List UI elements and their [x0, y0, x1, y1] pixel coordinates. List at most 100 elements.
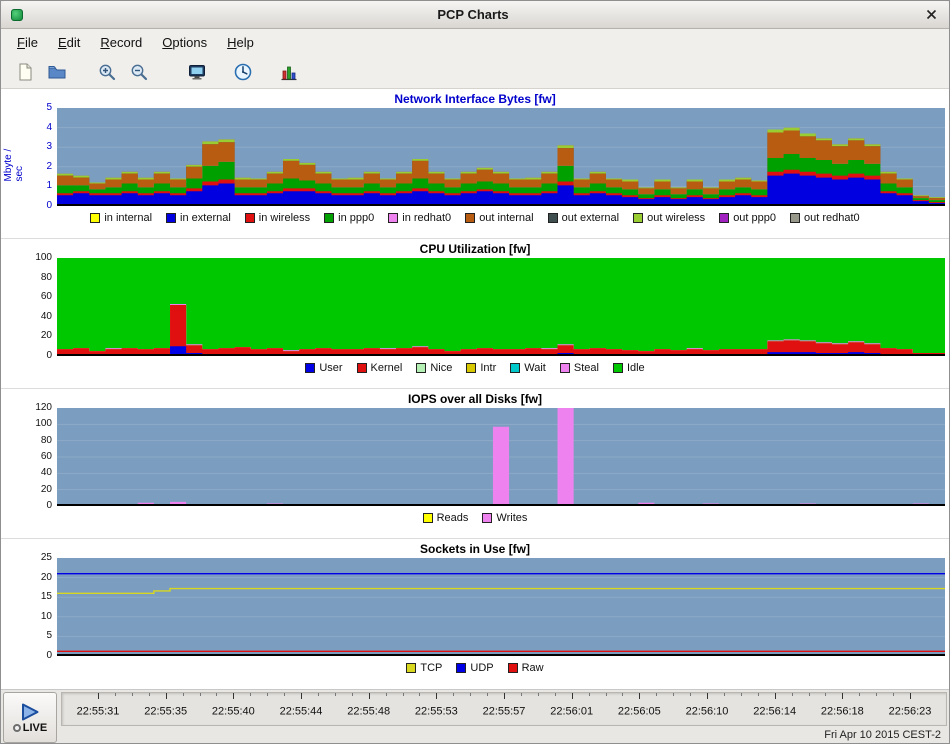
chart-title-sockets[interactable]: Sockets in Use [fw]: [1, 542, 949, 556]
legend-label: out redhat0: [804, 212, 860, 224]
legend-label: in ppp0: [338, 212, 374, 224]
add-tab-chart-button[interactable]: [273, 58, 305, 86]
cpu-chart-plot[interactable]: [57, 258, 945, 356]
legend-item: Reads: [423, 512, 469, 524]
time-label: 22:56:01: [550, 705, 593, 717]
time-minor-tick: [149, 693, 150, 696]
y-tick-label: 20: [41, 331, 52, 341]
time-label: 22:56:10: [686, 705, 729, 717]
legend-label: in wireless: [259, 212, 310, 224]
live-button[interactable]: LIVE: [3, 692, 57, 743]
time-area: 22:55:3122:55:3522:55:4022:55:4422:55:48…: [59, 690, 949, 744]
legend-swatch-icon: [456, 663, 466, 673]
y-tick-label: 100: [35, 253, 52, 263]
time-label: 22:56:05: [618, 705, 661, 717]
y-axis-label: Mbyte / sec: [3, 133, 25, 182]
y-tick-label: 10: [41, 612, 52, 622]
tool-bar: [1, 55, 949, 89]
menu-file[interactable]: File: [7, 31, 48, 54]
legend-item: Kernel: [357, 362, 403, 374]
legend-swatch-icon: [466, 363, 476, 373]
y-tick-label: 0: [46, 201, 52, 211]
time-minor-tick: [318, 693, 319, 696]
y-tick-label: 40: [41, 312, 52, 322]
legend-swatch-icon: [166, 213, 176, 223]
legend-item: in external: [166, 212, 231, 224]
time-minor-tick: [656, 693, 657, 696]
time-minor-tick: [758, 693, 759, 696]
time-minor-tick: [250, 693, 251, 696]
time-minor-tick: [183, 693, 184, 696]
y-tick-label: 60: [41, 292, 52, 302]
chart-title-network[interactable]: Network Interface Bytes [fw]: [1, 92, 949, 106]
time-tick: [166, 693, 167, 699]
time-minor-tick: [200, 693, 201, 696]
export-button[interactable]: [181, 58, 213, 86]
time-control-button[interactable]: [227, 58, 259, 86]
time-minor-tick: [115, 693, 116, 696]
iops-chart-plot[interactable]: [57, 408, 945, 506]
network-chart-plot[interactable]: [57, 108, 945, 206]
legend-swatch-icon: [245, 213, 255, 223]
menu-options[interactable]: Options: [152, 31, 217, 54]
legend-label: out internal: [479, 212, 533, 224]
zoom-out-icon: [129, 62, 149, 82]
y-axis-iops: 020406080100120: [1, 408, 57, 506]
new-chart-button[interactable]: [9, 58, 41, 86]
zoom-in-button[interactable]: [91, 58, 123, 86]
time-minor-tick: [893, 693, 894, 696]
time-label: 22:55:40: [212, 705, 255, 717]
time-tick: [504, 693, 505, 699]
chart-panel-network: Network Interface Bytes [fw] Mbyte / sec…: [1, 89, 949, 239]
y-tick-label: 80: [41, 273, 52, 283]
legend-item: in internal: [90, 212, 152, 224]
menu-record[interactable]: Record: [90, 31, 152, 54]
open-view-button[interactable]: [41, 58, 73, 86]
menu-help[interactable]: Help: [217, 31, 264, 54]
time-minor-tick: [538, 693, 539, 696]
charts-area: Network Interface Bytes [fw] Mbyte / sec…: [1, 89, 949, 689]
chart-title-cpu[interactable]: CPU Utilization [fw]: [1, 242, 949, 256]
legend-item: Nice: [416, 362, 452, 374]
legend-swatch-icon: [510, 363, 520, 373]
legend-item: Raw: [508, 662, 544, 674]
time-label: 22:55:35: [144, 705, 187, 717]
legend-label: in internal: [104, 212, 152, 224]
time-label: 22:55:31: [77, 705, 120, 717]
legend-swatch-icon: [548, 213, 558, 223]
time-minor-tick: [419, 693, 420, 696]
window-title: PCP Charts: [23, 7, 923, 22]
chart-title-iops[interactable]: IOPS over all Disks [fw]: [1, 392, 949, 406]
time-minor-tick: [589, 693, 590, 696]
zoom-out-button[interactable]: [123, 58, 155, 86]
legend-item: Intr: [466, 362, 496, 374]
time-tick: [775, 693, 776, 699]
y-tick-label: 40: [41, 468, 52, 478]
legend-item: out redhat0: [790, 212, 860, 224]
time-label: 22:55:44: [280, 705, 323, 717]
legend-swatch-icon: [416, 363, 426, 373]
time-minor-tick: [606, 693, 607, 696]
menu-edit[interactable]: Edit: [48, 31, 90, 54]
time-axis[interactable]: 22:55:3122:55:3522:55:4022:55:4422:55:48…: [61, 692, 947, 726]
y-tick-label: 0: [46, 351, 52, 361]
y-tick-label: 20: [41, 573, 52, 583]
close-button[interactable]: [923, 7, 939, 23]
legend-label: UDP: [470, 662, 493, 674]
legend-swatch-icon: [406, 663, 416, 673]
time-label: 22:55:57: [483, 705, 526, 717]
time-tick: [233, 693, 234, 699]
legend-item: out external: [548, 212, 619, 224]
legend-label: Kernel: [371, 362, 403, 374]
time-minor-tick: [216, 693, 217, 696]
legend-swatch-icon: [719, 213, 729, 223]
monitor-icon: [187, 62, 207, 82]
y-tick-label: 100: [35, 419, 52, 429]
sockets-chart-plot[interactable]: [57, 558, 945, 656]
legend-label: User: [319, 362, 342, 374]
new-chart-icon: [15, 62, 35, 82]
record-dot-icon: [13, 724, 21, 732]
time-tick: [639, 693, 640, 699]
time-minor-tick: [724, 693, 725, 696]
y-axis-sockets: 0510152025: [1, 558, 57, 656]
